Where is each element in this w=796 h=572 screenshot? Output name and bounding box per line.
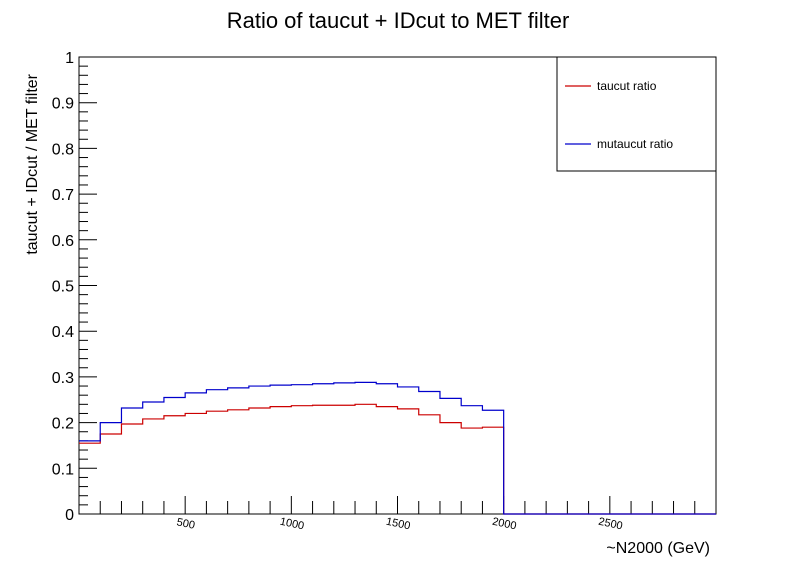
y-tick-label: 0 bbox=[65, 507, 74, 524]
y-tick-label: 0.2 bbox=[52, 416, 74, 433]
y-tick-label: 1 bbox=[65, 50, 74, 67]
y-axis-title: taucut + IDcut / MET filter bbox=[24, 73, 41, 254]
x-tick-label: 1000 bbox=[279, 516, 305, 533]
y-tick-label: 0.9 bbox=[52, 96, 74, 113]
y-tick-label: 0.1 bbox=[52, 461, 74, 478]
y-tick-label: 0.8 bbox=[52, 141, 74, 158]
legend-label: mutaucut ratio bbox=[597, 137, 673, 151]
chart-title: Ratio of taucut + IDcut to MET filter bbox=[227, 8, 570, 33]
x-tick-label: 2500 bbox=[597, 516, 623, 533]
x-tick-label: 500 bbox=[176, 516, 196, 532]
x-tick-label: 2000 bbox=[491, 516, 517, 533]
x-tick-label: 1500 bbox=[385, 516, 411, 533]
y-tick-label: 0.7 bbox=[52, 187, 74, 204]
legend-box bbox=[556, 56, 717, 172]
legend: taucut ratio mutaucut ratio bbox=[556, 56, 717, 172]
series-line-mutaucut-ratio bbox=[79, 381, 716, 515]
x-axis-title: ~N2000 (GeV) bbox=[606, 540, 710, 557]
y-tick-label: 0.3 bbox=[52, 370, 74, 387]
y-axis: 0 0.1 0.2 0.3 0.4 0.5 0.6 0.7 0.8 0.9 1 bbox=[52, 50, 97, 524]
y-tick-label: 0.5 bbox=[52, 279, 74, 296]
y-tick-label: 0.6 bbox=[52, 233, 74, 250]
x-axis: 500 1000 1500 2000 2500 bbox=[78, 496, 717, 533]
y-tick-label: 0.4 bbox=[52, 324, 74, 341]
series-layer bbox=[79, 381, 716, 515]
legend-label: taucut ratio bbox=[597, 79, 657, 93]
